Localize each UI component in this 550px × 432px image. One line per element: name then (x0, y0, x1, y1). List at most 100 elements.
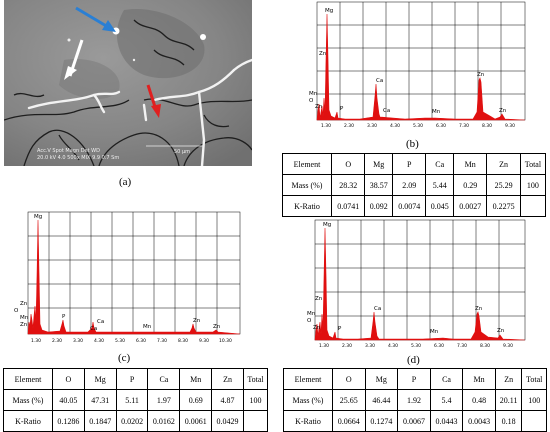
peak-label: Zn (499, 108, 507, 114)
peak-label: Ca (97, 319, 104, 325)
table-cell: Mg (83, 368, 117, 390)
x-tick: 2.30 (52, 338, 62, 344)
x-tick: 6.30 (436, 123, 446, 129)
peak-label: Zn (213, 324, 221, 330)
peak-label: P (340, 106, 344, 112)
spectrum-d-x-ticks: 1.30 2.30 3.30 4.30 5.30 6.30 7.30 8.30 … (319, 343, 513, 349)
table-row: Element O Mg P Ca Mn Zn Total (282, 153, 547, 175)
peak-label: Zn (313, 325, 321, 331)
table-cell: 0.0429 (211, 410, 244, 432)
table-cell: Mass (%) (3, 389, 53, 411)
table-cell: Mass (%) (283, 389, 333, 411)
table-cell: Mn (179, 368, 213, 390)
table-cell: K-Ratio (283, 410, 333, 432)
table-cell: Mn (452, 153, 488, 175)
x-tick: 5.30 (411, 343, 421, 349)
table-row: Mass (%) 28.32 38.57 2.09 5.44 0.29 25.2… (282, 174, 547, 196)
peak-label: Mn (309, 91, 318, 97)
table-cell: Total (521, 368, 547, 390)
x-tick: 9.30 (505, 123, 515, 129)
spectrum-c-grid (27, 211, 241, 335)
table-row: K-Ratio 0.0664 0.1274 0.0067 0.0443 0.00… (283, 410, 547, 432)
x-tick: 2.30 (344, 123, 354, 129)
x-tick: 8.30 (480, 343, 490, 349)
blue-arrow (75, 6, 116, 32)
peak-label: Zn (315, 296, 323, 302)
spectrum-c-elements: Mg Zn O Mn Zn P Ca Ca Mn Zn Zn (14, 214, 221, 332)
table-cell: 0.0043 (462, 410, 496, 432)
sem-micrograph: Acc.V Spot Magn Det WD 20.0 kV 4.0 500x … (4, 0, 252, 166)
table-cell: Mg (364, 368, 399, 390)
x-tick: 9.30 (199, 338, 209, 344)
table-row: Element O Mg P Ca Mn Zn Total (283, 368, 547, 390)
peak-label: Ca (376, 78, 383, 84)
peak-label: P (338, 326, 342, 332)
peak-label: Zn (475, 306, 483, 312)
table-cell: 40.05 (52, 389, 85, 411)
peak-label: Mg (325, 8, 333, 14)
table-cell: 25.65 (332, 389, 366, 411)
x-tick: 8.30 (482, 123, 492, 129)
x-tick: 3.30 (367, 123, 377, 129)
x-tick: 5.30 (413, 123, 423, 129)
x-tick: 3.30 (365, 343, 375, 349)
table-cell: O (332, 368, 366, 390)
x-tick: 1.30 (319, 343, 329, 349)
spectrum-d-trace (314, 227, 526, 341)
table-cell: Element (3, 368, 53, 390)
table-cell: 1.92 (397, 389, 431, 411)
table-cell: Total (242, 368, 269, 390)
spectrum-c-x-ticks: 1.30 2.30 3.30 4.30 5.30 6.30 7.30 8.30 … (31, 338, 232, 344)
x-tick: 3.30 (73, 338, 83, 344)
table-d: Element O Mg P Ca Mn Zn Total Mass (%) 2… (283, 368, 547, 432)
peak-label: Zn (20, 322, 28, 328)
table-cell: P (391, 153, 427, 175)
table-cell: 0.0162 (147, 410, 181, 432)
table-cell: K-Ratio (3, 410, 53, 432)
x-tick: 6.30 (136, 338, 146, 344)
table-cell: 0.69 (179, 389, 213, 411)
panel-label-a: (a) (119, 176, 132, 188)
x-tick: 4.30 (94, 338, 104, 344)
peak-label: Zn (497, 328, 505, 334)
spectrum-b-trace (316, 13, 526, 121)
table-cell: 4.87 (211, 389, 244, 411)
table-cell: 20.11 (494, 389, 523, 411)
table-cell: 0.0443 (429, 410, 464, 432)
table-cell: Zn (494, 368, 523, 390)
x-tick: 4.30 (390, 123, 400, 129)
spectrum-b-x-ticks: 1.30 2.30 3.30 4.30 5.30 6.30 7.30 8.30 … (321, 123, 515, 129)
table-cell: Mn (462, 368, 496, 390)
x-tick: 7.30 (457, 343, 467, 349)
table-cell: K-Ratio (282, 195, 332, 217)
peak-label: Zn (319, 51, 327, 57)
peak-label: Zn (20, 301, 28, 307)
x-tick: 1.30 (31, 338, 41, 344)
x-tick: 5.30 (115, 338, 125, 344)
table-cell: P (397, 368, 431, 390)
table-row: Mass (%) 40.05 47.31 5.11 1.97 0.69 4.87… (3, 389, 269, 411)
sem-info-values: 20.0 kV 4.0 500x MIX 9.9 0.7 Sm (37, 155, 119, 161)
peak-label: Ca (90, 326, 97, 332)
table-cell: Total (519, 153, 547, 175)
table-cell: P (115, 368, 149, 390)
table-cell: Mass (%) (282, 174, 332, 196)
peak-label: O (309, 98, 314, 104)
table-cell: 5.44 (425, 174, 454, 196)
peak-label: Ca (374, 306, 381, 312)
peak-label: Mg (323, 222, 331, 228)
table-cell: 100 (242, 389, 269, 411)
table-c: Element O Mg P Ca Mn Zn Total Mass (%) 4… (3, 368, 269, 432)
x-tick: 7.30 (157, 338, 167, 344)
table-cell: Mg (364, 153, 393, 175)
table-cell: 0.0067 (397, 410, 431, 432)
spectrum-b-grid (316, 1, 526, 121)
table-cell: 0.0061 (179, 410, 213, 432)
table-cell: 0.2275 (486, 195, 521, 217)
spectrum-b-elements: Mg Zn Mn O Zn P Ca Ca Mn Zn Zn (309, 8, 507, 115)
table-cell: 0.18 (494, 410, 523, 432)
spectrum-d-grid (314, 219, 526, 341)
table-cell (521, 410, 547, 432)
table-cell: 38.57 (364, 174, 393, 196)
table-cell: Ca (147, 368, 181, 390)
